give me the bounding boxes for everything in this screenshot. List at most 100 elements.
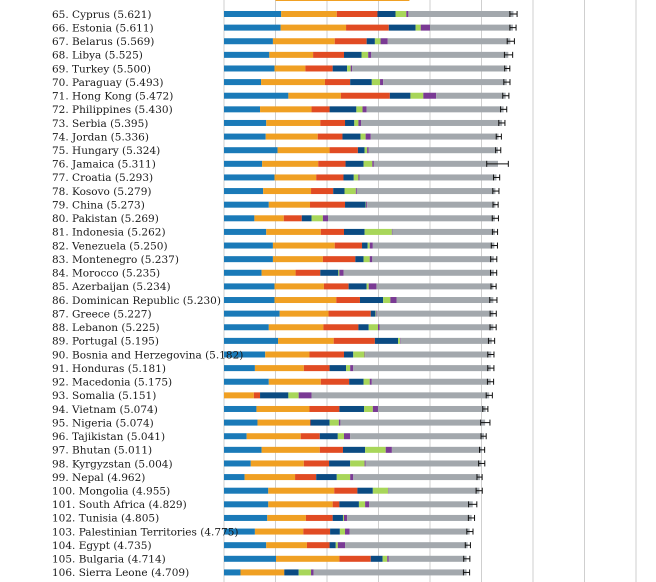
bar-segment-gdp [224,228,267,235]
bar-segment-corruption [387,555,389,562]
bar-segment-health [319,446,343,453]
row-label: 87. Greece (5.227) [52,308,152,320]
bar-segment-social [274,297,337,304]
bar-segment-social [274,283,324,290]
bar-segment-social [268,501,333,508]
row-label: 90. Bosnia and Herzegovina (5.182) [52,349,243,361]
bar-segment-health [253,392,261,399]
bar-segment-residual [359,174,497,181]
bar-segment-social [275,0,410,1]
bar-segment-corruption [355,188,357,195]
bar-segment-gdp [224,474,245,481]
bar-segment-health [333,337,375,344]
bar-segment-freedom [332,514,343,521]
bar-segment-social [278,337,334,344]
stacked-bars [224,0,514,576]
bar-segment-health [320,119,346,126]
bar-segment-generosity [339,528,346,535]
bar-segment-health [295,474,317,481]
bar-segment-social [277,147,330,154]
bar-segment-corruption [343,433,351,440]
bar-segment-freedom [320,269,339,276]
bar-segment-social [272,242,335,249]
bar-segment-health [320,378,350,385]
row-label: 102. Tunisia (4.805) [52,513,159,525]
bar-segment-generosity [342,514,344,521]
bar-segment-corruption [364,460,366,467]
bar-segment-health [306,542,330,549]
row-label: 80. Pakistan (5.269) [52,213,159,225]
bar-segment-residual [349,528,470,535]
row-label: 70. Paraguay (5.493) [52,77,163,89]
bar-segment-generosity [338,269,340,276]
bar-segment-freedom [301,215,312,222]
bar-segment-gdp [224,24,281,31]
bar-segment-social [263,188,312,195]
bar-segment-gdp [224,514,268,521]
bar-segment-corruption [338,419,341,426]
bar-segment-generosity [353,174,359,181]
bar-segment-generosity [346,365,351,372]
bar-segment-gdp [224,215,255,222]
bar-segment-gdp [224,460,251,467]
bar-segment-generosity [410,92,424,99]
bar-segment-gdp [224,419,258,426]
bar-segment-social [261,446,320,453]
bar-segment-gdp [224,188,264,195]
bar-segment-residual [365,351,492,358]
bar-segment-corruption [377,324,380,331]
bar-segment-health [295,269,321,276]
bar-segment-gdp [224,160,263,167]
row-label: 78. Kosovo (5.279) [52,186,151,198]
bar-segment-freedom [366,38,375,45]
bar-segment-freedom [357,147,365,154]
bar-segment-corruption [372,405,378,412]
bar-segment-freedom [345,160,364,167]
bar-segment-residual [396,297,494,304]
bar-segment-freedom [345,201,366,208]
bar-segment-social [265,133,318,140]
bar-segment-corruption [345,528,350,535]
row-label: 65. Cyprus (5.621) [52,9,151,21]
bar-segment-generosity [364,147,368,154]
bar-segment-corruption [400,337,401,344]
bar-segment-generosity [383,297,391,304]
bar-segment-residual [371,378,491,385]
bar-segment-health [334,242,363,249]
bar-segment-corruption [366,201,368,208]
bar-segment-residual [328,215,495,222]
bar-segment-health [336,297,360,304]
bar-segment-corruption [369,242,373,249]
bar-segment-social [269,51,314,58]
bar-segment-residual [368,147,498,154]
bar-segment-residual [383,79,507,86]
bar-segment-generosity [350,460,365,467]
bar-segment-gdp [224,11,282,17]
bar-segment-freedom [358,324,369,331]
bar-segment-social [272,256,323,263]
bar-segment-corruption [423,92,437,99]
bar-segment-social [288,92,341,99]
bar-segment-social [279,310,329,317]
confidence-intervals [462,11,518,576]
bar-segment-freedom [370,555,383,562]
bar-segment-generosity [298,569,312,576]
bar-segment-social [257,419,311,426]
bar-segment-social [254,528,304,535]
bar-segment-residual [372,242,495,249]
bar-segment-freedom [329,460,351,467]
bar-segment-social [268,487,335,494]
bar-segment-generosity [364,228,392,235]
bar-segment-corruption [388,487,389,494]
bar-segment-corruption [364,351,366,358]
row-label: 82. Venezuela (5.250) [52,240,168,252]
bar-segment-health [334,38,367,45]
bar-segment-gdp [224,542,267,549]
row-label: 73. Serbia (5.395) [52,118,148,130]
bar-segment-freedom [343,351,354,358]
row-label: 94. Vietnam (5.074) [52,404,158,416]
bar-segment-corruption [358,174,360,181]
bar-segment-corruption [337,542,346,549]
bar-segment-health [340,92,390,99]
